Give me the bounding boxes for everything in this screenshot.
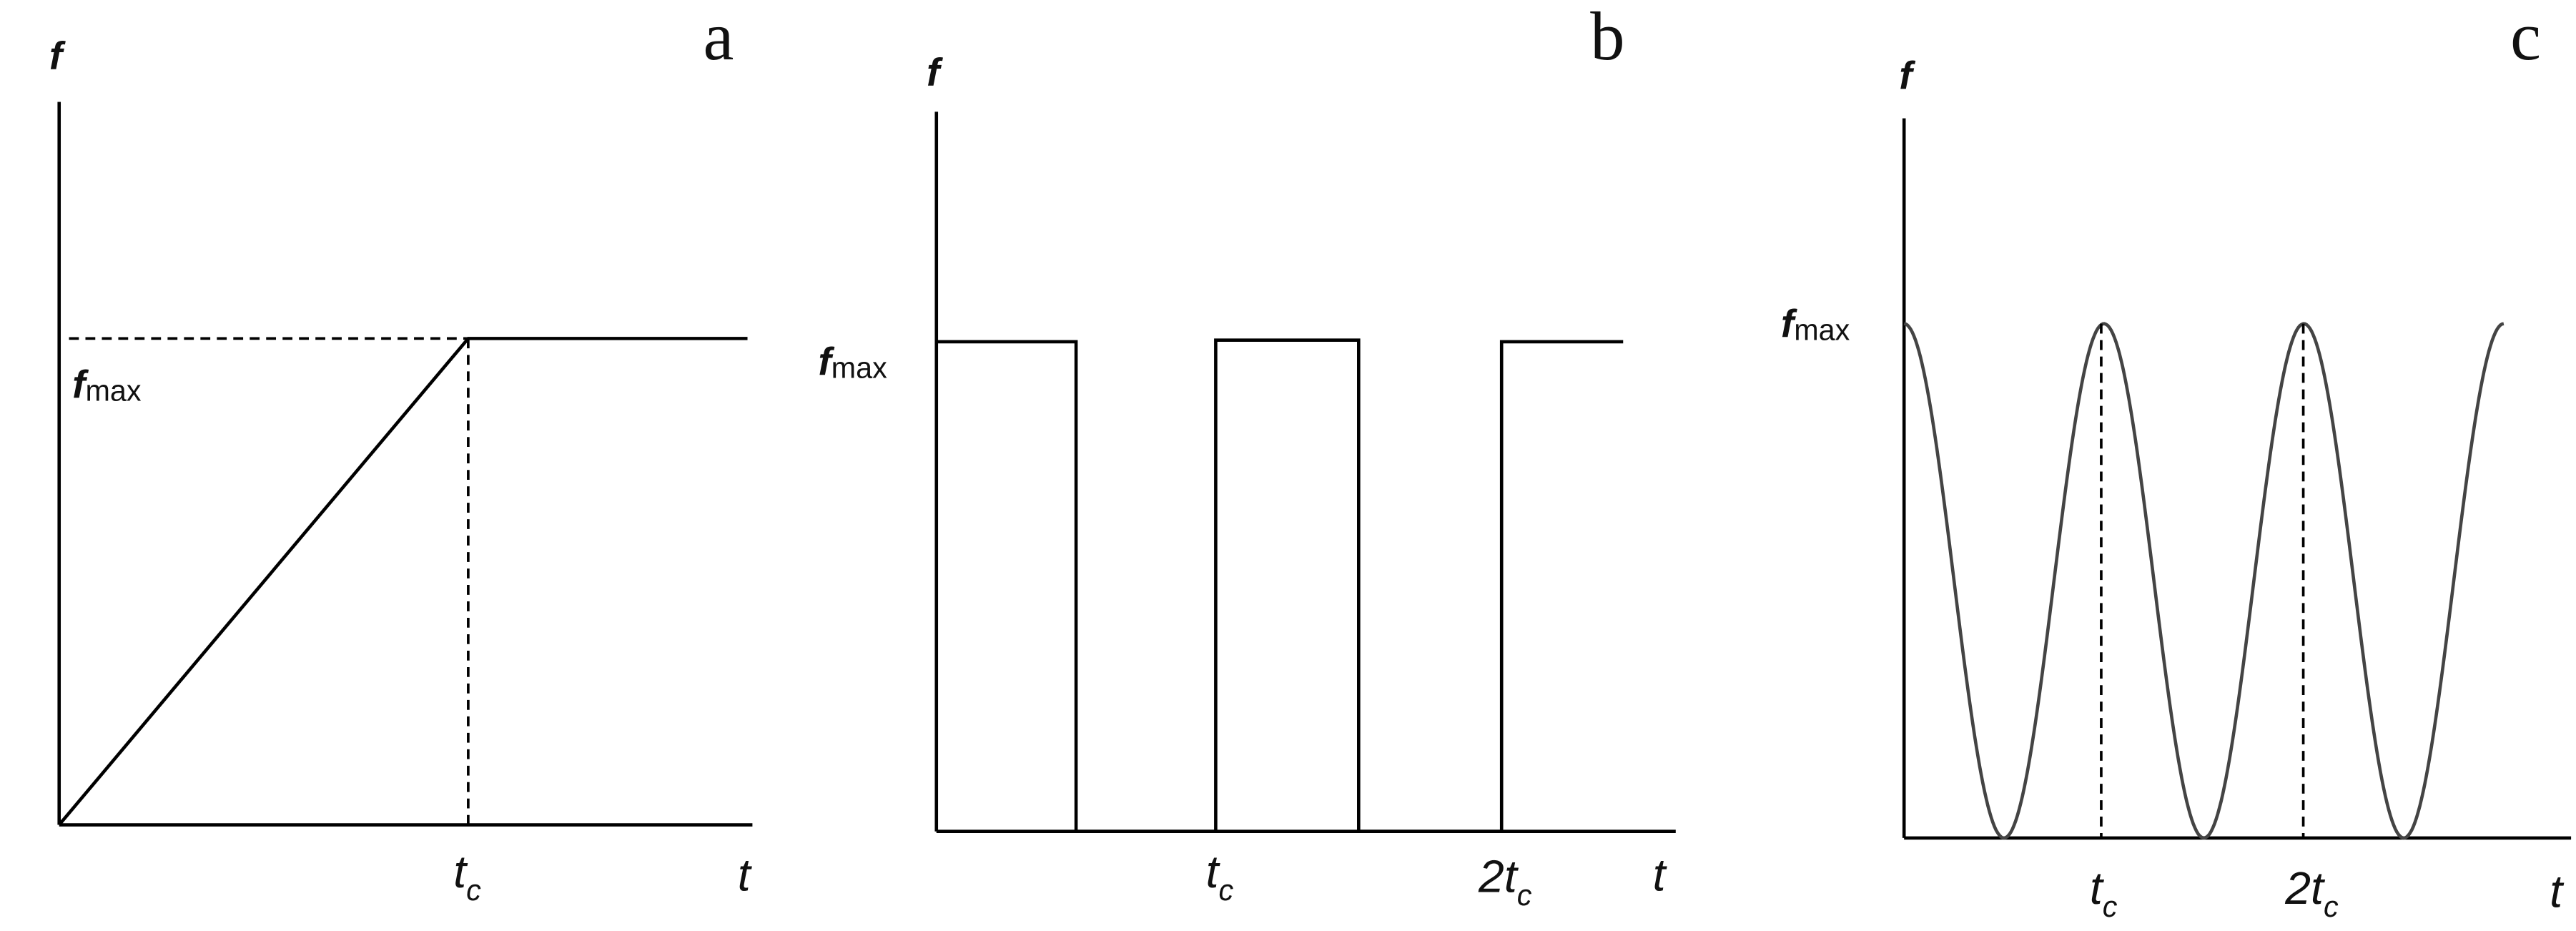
label-sub: c	[466, 874, 481, 907]
label-sub: max	[831, 352, 887, 385]
x-axis-label: t	[2550, 865, 2565, 917]
label-sub: max	[85, 375, 141, 408]
label-main: 2t	[2284, 862, 2326, 914]
label-main: t	[2090, 862, 2105, 914]
label-sub: c	[1218, 874, 1233, 907]
y-axis-label: f	[49, 34, 66, 78]
y-axis-label: f	[927, 50, 943, 94]
label-sub: c	[2103, 890, 2118, 923]
panel-a: f a fmax tc t	[49, 0, 753, 907]
x-mark-label: tc	[1206, 846, 1234, 907]
label-main: f	[1781, 301, 1797, 345]
panel-b: f b fmax tc 2tc t	[818, 0, 1676, 912]
square-wave	[936, 338, 1624, 834]
y-mark-label: fmax	[72, 362, 142, 408]
panel-label: c	[2510, 0, 2541, 74]
label-main: f	[818, 339, 834, 383]
ramp-curve	[57, 337, 748, 827]
y-axis-label: f	[1899, 53, 1915, 97]
label-main: t	[453, 846, 468, 897]
label-sub: c	[2324, 890, 2339, 923]
x-mark-label: 2tc	[2284, 862, 2339, 923]
x-axis-label: t	[1653, 849, 1668, 900]
label-sub: c	[1517, 879, 1532, 912]
x-mark-label: tc	[453, 846, 481, 907]
y-mark-label: fmax	[1781, 301, 1850, 347]
label-main: 2t	[1478, 851, 1519, 902]
cosine-curve	[1903, 322, 2505, 840]
x-mark-label: tc	[2090, 862, 2118, 923]
panel-c: f c fmax tc 2tc t	[1781, 0, 2572, 923]
x-axis-label: t	[738, 849, 753, 900]
label-main: t	[1206, 846, 1221, 897]
label-main: f	[72, 362, 89, 406]
panel-label: b	[1590, 0, 1624, 74]
x-mark-label: 2tc	[1478, 851, 1532, 912]
y-mark-label: fmax	[818, 339, 887, 385]
panel-label: a	[703, 0, 734, 74]
label-sub: max	[1794, 314, 1850, 347]
